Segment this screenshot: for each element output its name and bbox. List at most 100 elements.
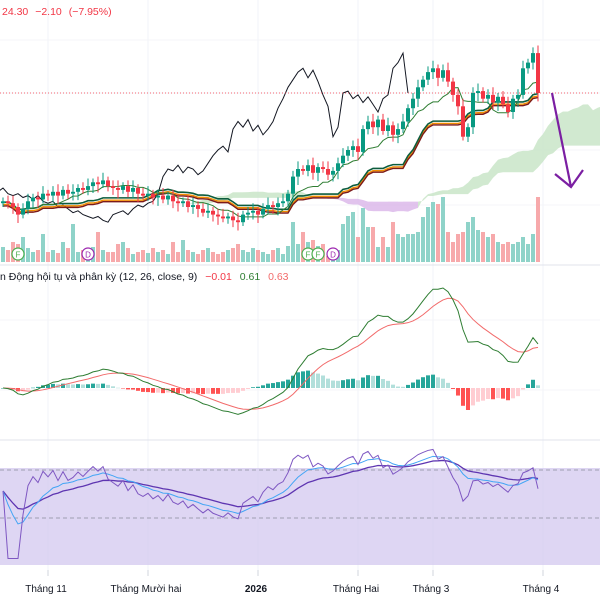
volume-bar bbox=[176, 252, 180, 262]
candle bbox=[286, 189, 290, 207]
volume-bar bbox=[281, 254, 285, 262]
candle bbox=[46, 189, 50, 201]
candle bbox=[306, 159, 310, 177]
candle-body bbox=[471, 93, 475, 128]
candle-body bbox=[451, 81, 455, 95]
event-marker-f: F bbox=[301, 247, 315, 261]
macd-histogram-bar bbox=[516, 388, 520, 397]
volume-bar bbox=[291, 222, 295, 262]
candle bbox=[21, 203, 25, 219]
macd-histogram-bar bbox=[286, 379, 290, 388]
ichimoku-cloud-segment bbox=[263, 191, 268, 198]
candle-body bbox=[326, 169, 330, 175]
candle-body bbox=[256, 210, 260, 215]
candle-body bbox=[361, 129, 365, 152]
macd-histogram-bar bbox=[521, 388, 525, 390]
candle bbox=[166, 191, 170, 205]
candle-body bbox=[101, 180, 105, 185]
volume-bar bbox=[141, 250, 145, 262]
volume-bar bbox=[366, 227, 370, 262]
volume-bar bbox=[491, 234, 495, 262]
volume-bar bbox=[536, 197, 540, 262]
volume-bar bbox=[196, 254, 200, 262]
candle bbox=[256, 207, 260, 223]
candle-body bbox=[221, 216, 225, 219]
macd-histogram-bar bbox=[21, 388, 25, 392]
candle bbox=[521, 60, 525, 99]
ichimoku-cloud-segment bbox=[518, 150, 523, 173]
volume-bar bbox=[226, 250, 230, 262]
candle-body bbox=[41, 193, 45, 200]
candle-body bbox=[376, 119, 380, 128]
macd-histogram-bar bbox=[31, 387, 35, 389]
ichimoku-cloud-segment bbox=[163, 207, 168, 209]
candle-body bbox=[521, 68, 525, 95]
ichimoku-cloud-segment bbox=[553, 114, 558, 154]
ichimoku-cloud-segment bbox=[368, 201, 373, 212]
volume-bar bbox=[391, 222, 395, 262]
ichimoku-cloud-segment bbox=[593, 107, 598, 146]
macd-histogram-bar bbox=[451, 388, 455, 389]
macd-histogram-bar bbox=[411, 382, 415, 388]
volume-bar bbox=[36, 250, 40, 262]
volume-bar bbox=[21, 237, 25, 262]
volume-bar bbox=[411, 234, 415, 262]
candle-body bbox=[231, 216, 235, 221]
ichimoku-cloud-segment bbox=[348, 198, 353, 205]
candle bbox=[421, 75, 425, 92]
ichimoku-cloud-segment bbox=[393, 201, 398, 213]
macd-histogram-bar bbox=[406, 384, 410, 388]
volume-bar bbox=[406, 234, 410, 262]
candle bbox=[291, 170, 295, 201]
candle-body bbox=[51, 191, 55, 196]
macd-histogram-bar bbox=[431, 374, 435, 388]
volume-bar bbox=[186, 250, 190, 262]
volume-bar bbox=[106, 252, 110, 262]
volume-bar bbox=[396, 234, 400, 262]
volume-bar bbox=[351, 212, 355, 262]
volume-bar bbox=[161, 250, 165, 262]
candle bbox=[266, 197, 270, 215]
candle bbox=[446, 62, 450, 87]
ichimoku-cloud-segment bbox=[273, 192, 278, 198]
macd-histogram-bar bbox=[376, 375, 380, 388]
macd-histogram-bar bbox=[471, 388, 475, 406]
volume-bar bbox=[486, 237, 490, 262]
candle-body bbox=[241, 214, 245, 223]
event-marker-circle bbox=[311, 247, 325, 261]
ichimoku-cloud-segment bbox=[428, 192, 433, 196]
candle-body bbox=[281, 201, 285, 204]
macd-histogram-bar bbox=[256, 386, 260, 388]
ichimoku-cloud-segment bbox=[523, 150, 528, 173]
tenkan-sen-line bbox=[2, 81, 539, 218]
macd-histogram-bar bbox=[331, 380, 335, 388]
volume-bar bbox=[481, 232, 485, 262]
candle bbox=[51, 186, 55, 203]
candle-body bbox=[116, 188, 120, 190]
macd-histogram-bar bbox=[81, 384, 85, 388]
macd-legend[interactable]: n Động hội tụ và phân kỳ (12, 26, close,… bbox=[0, 271, 289, 283]
macd-histogram-bar bbox=[366, 375, 370, 388]
macd-histogram-bar bbox=[91, 383, 95, 388]
volume-bar bbox=[511, 244, 515, 262]
ichimoku-cloud-segment bbox=[403, 201, 408, 212]
candle-body bbox=[111, 186, 115, 188]
rsi-line bbox=[2, 448, 539, 559]
macd-histogram-bar bbox=[241, 388, 245, 391]
ichimoku-cloud-segment bbox=[448, 188, 453, 195]
volume-bar bbox=[466, 222, 470, 262]
macd-histogram-bar bbox=[171, 388, 175, 393]
ichimoku-cloud-segment bbox=[278, 192, 283, 198]
kijun-sen-line bbox=[2, 92, 539, 211]
candle-body bbox=[401, 121, 405, 130]
candle bbox=[506, 96, 510, 118]
macd-histogram-bar bbox=[326, 378, 330, 388]
macd-histogram-bar bbox=[461, 388, 465, 406]
candle bbox=[441, 64, 445, 82]
candle bbox=[216, 208, 220, 225]
event-marker-d: D bbox=[326, 247, 340, 261]
ichimoku-cloud-segment bbox=[578, 104, 583, 146]
candle bbox=[501, 91, 505, 109]
candle bbox=[131, 180, 135, 199]
